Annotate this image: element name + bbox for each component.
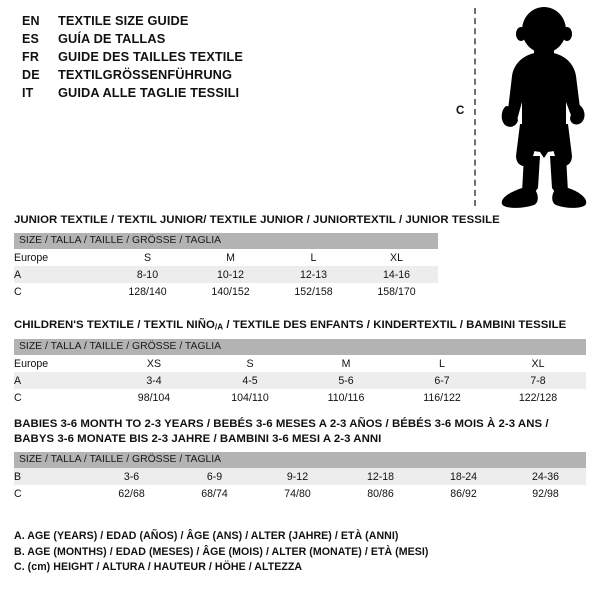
table-row: C 98/104 104/110 110/116 116/122 122/128 [14, 389, 587, 407]
language-row-it: IT GUIDA ALLE TAGLIE TESSILI [22, 84, 422, 102]
section-heading-children: CHILDREN'S TEXTILE / TEXTIL NIÑO/A / TEX… [14, 318, 586, 334]
band-label: SIZE / TALLA / TAILLE / GRÖSSE / TAGLIA [14, 339, 587, 356]
section-junior-textile: JUNIOR TEXTILE / TEXTIL JUNIOR/ TEXTILE … [14, 213, 586, 300]
language-code: ES [22, 32, 40, 46]
section-childrens-textile: CHILDREN'S TEXTILE / TEXTIL NIÑO/A / TEX… [14, 318, 587, 407]
table-row: C 62/68 68/74 74/80 80/86 86/92 92/98 [14, 485, 587, 502]
cell-value: 110/116 [298, 389, 394, 407]
cell-value: S [202, 355, 298, 373]
guide-title: GUÍA DE TALLAS [58, 31, 166, 46]
cell-value: 14-16 [355, 266, 439, 283]
guide-title: TEXTILE SIZE GUIDE [58, 13, 189, 28]
row-label: C [14, 485, 90, 502]
toddler-silhouette-icon [501, 7, 587, 208]
guide-title: GUIDE DES TAILLES TEXTILE [58, 49, 243, 64]
band-label: SIZE / TALLA / TAILLE / GRÖSSE / TAGLIA [14, 233, 439, 249]
language-row-en: EN TEXTILE SIZE GUIDE [22, 12, 422, 30]
cell-value: 122/128 [490, 389, 587, 407]
cell-value: M [189, 249, 272, 266]
language-code: FR [22, 50, 40, 64]
cell-value: 152/158 [272, 283, 355, 300]
section-heading-children-sub: /A [214, 322, 224, 332]
row-label: B [14, 468, 90, 485]
legend-line-b: B. AGE (MONTHS) / EDAD (MESES) / ÂGE (MO… [14, 545, 429, 558]
cell-value: 116/122 [394, 389, 490, 407]
section-heading-babies-line1: BABIES 3-6 MONTH TO 2-3 YEARS / BEBÉS 3-… [14, 418, 549, 430]
cell-value: 8-10 [106, 266, 189, 283]
cell-value: 12-18 [339, 468, 422, 485]
cell-value: 68/74 [173, 485, 256, 502]
table-band-row: SIZE / TALLA / TAILLE / GRÖSSE / TAGLIA [14, 452, 587, 468]
table-row: A 8-10 10-12 12-13 14-16 [14, 266, 439, 283]
cell-value: M [298, 355, 394, 373]
section-babies-textile: BABIES 3-6 MONTH TO 2-3 YEARS / BEBÉS 3-… [14, 417, 587, 502]
table-row: Europe XS S M L XL [14, 355, 587, 373]
language-row-es: ES GUÍA DE TALLAS [22, 30, 422, 48]
table-row: Europe S M L XL [14, 249, 439, 266]
cell-value: 62/68 [90, 485, 173, 502]
table-band-row: SIZE / TALLA / TAILLE / GRÖSSE / TAGLIA [14, 233, 439, 249]
height-measure-dashed-line [474, 8, 476, 206]
cell-value: 104/110 [202, 389, 298, 407]
cell-value: 9-12 [256, 468, 339, 485]
cell-value: 128/140 [106, 283, 189, 300]
cell-value: 18-24 [422, 468, 505, 485]
band-label: SIZE / TALLA / TAILLE / GRÖSSE / TAGLIA [14, 452, 587, 468]
junior-size-table: SIZE / TALLA / TAILLE / GRÖSSE / TAGLIA … [14, 233, 439, 300]
table-band-row: SIZE / TALLA / TAILLE / GRÖSSE / TAGLIA [14, 339, 587, 356]
cell-value: 10-12 [189, 266, 272, 283]
cell-value: 92/98 [505, 485, 587, 502]
cell-value: XS [106, 355, 202, 373]
legend-line-a: A. AGE (YEARS) / EDAD (AÑOS) / ÂGE (ANS)… [14, 530, 399, 542]
section-heading-children-post: / TEXTILE DES ENFANTS / KINDERTEXTIL / B… [223, 319, 567, 331]
guide-title: TEXTILGRÖSSENFÜHRUNG [58, 67, 233, 82]
guide-title: GUIDA ALLE TAGLIE TESSILI [58, 85, 240, 100]
row-label: C [14, 283, 106, 300]
cell-value: 80/86 [339, 485, 422, 502]
table-row: A 3-4 4-5 5-6 6-7 7-8 [14, 372, 587, 390]
cell-value: 98/104 [106, 389, 202, 407]
cell-value: 5-6 [298, 372, 394, 390]
cell-value: 74/80 [256, 485, 339, 502]
cell-value: 140/152 [189, 283, 272, 300]
section-heading-babies-line2: BABYS 3-6 MONATE BIS 2-3 JAHRE / BAMBINI… [14, 433, 382, 445]
language-code: DE [22, 68, 40, 82]
table-row: B 3-6 6-9 9-12 12-18 18-24 24-36 [14, 468, 587, 485]
cell-value: 12-13 [272, 266, 355, 283]
cell-value: L [394, 355, 490, 373]
language-code: IT [22, 86, 34, 100]
table-row: C 128/140 140/152 152/158 158/170 [14, 283, 439, 300]
cell-value: 158/170 [355, 283, 439, 300]
language-code: EN [22, 14, 40, 28]
language-row-fr: FR GUIDE DES TAILLES TEXTILE [22, 48, 422, 66]
babies-size-table: SIZE / TALLA / TAILLE / GRÖSSE / TAGLIA … [14, 452, 587, 502]
section-heading-babies: BABIES 3-6 MONTH TO 2-3 YEARS / BEBÉS 3-… [14, 417, 586, 447]
cell-value: XL [355, 249, 439, 266]
row-label: C [14, 389, 106, 407]
height-measure-label: C [456, 105, 465, 117]
cell-value: S [106, 249, 189, 266]
cell-value: 6-9 [173, 468, 256, 485]
cell-value: 4-5 [202, 372, 298, 390]
measurement-legend: A. AGE (YEARS) / EDAD (AÑOS) / ÂGE (ANS)… [14, 529, 586, 576]
cell-value: L [272, 249, 355, 266]
row-label: Europe [14, 249, 106, 266]
cell-value: 86/92 [422, 485, 505, 502]
section-heading-children-pre: CHILDREN'S TEXTILE / TEXTIL NIÑO [14, 319, 215, 331]
legend-line-c: C. (cm) HEIGHT / ALTURA / HAUTEUR / HÖHE… [14, 561, 303, 573]
language-row-de: DE TEXTILGRÖSSENFÜHRUNG [22, 66, 422, 84]
row-label: A [14, 266, 106, 283]
cell-value: 3-4 [106, 372, 202, 390]
cell-value: XL [490, 355, 587, 373]
children-size-table: SIZE / TALLA / TAILLE / GRÖSSE / TAGLIA … [14, 339, 587, 407]
language-header: EN TEXTILE SIZE GUIDE ES GUÍA DE TALLAS … [22, 12, 422, 102]
height-illustration: C [440, 0, 600, 215]
cell-value: 7-8 [490, 372, 587, 390]
cell-value: 3-6 [90, 468, 173, 485]
section-heading-junior: JUNIOR TEXTILE / TEXTIL JUNIOR/ TEXTILE … [14, 214, 500, 226]
row-label: A [14, 372, 106, 390]
row-label: Europe [14, 355, 106, 373]
cell-value: 24-36 [505, 468, 587, 485]
cell-value: 6-7 [394, 372, 490, 390]
